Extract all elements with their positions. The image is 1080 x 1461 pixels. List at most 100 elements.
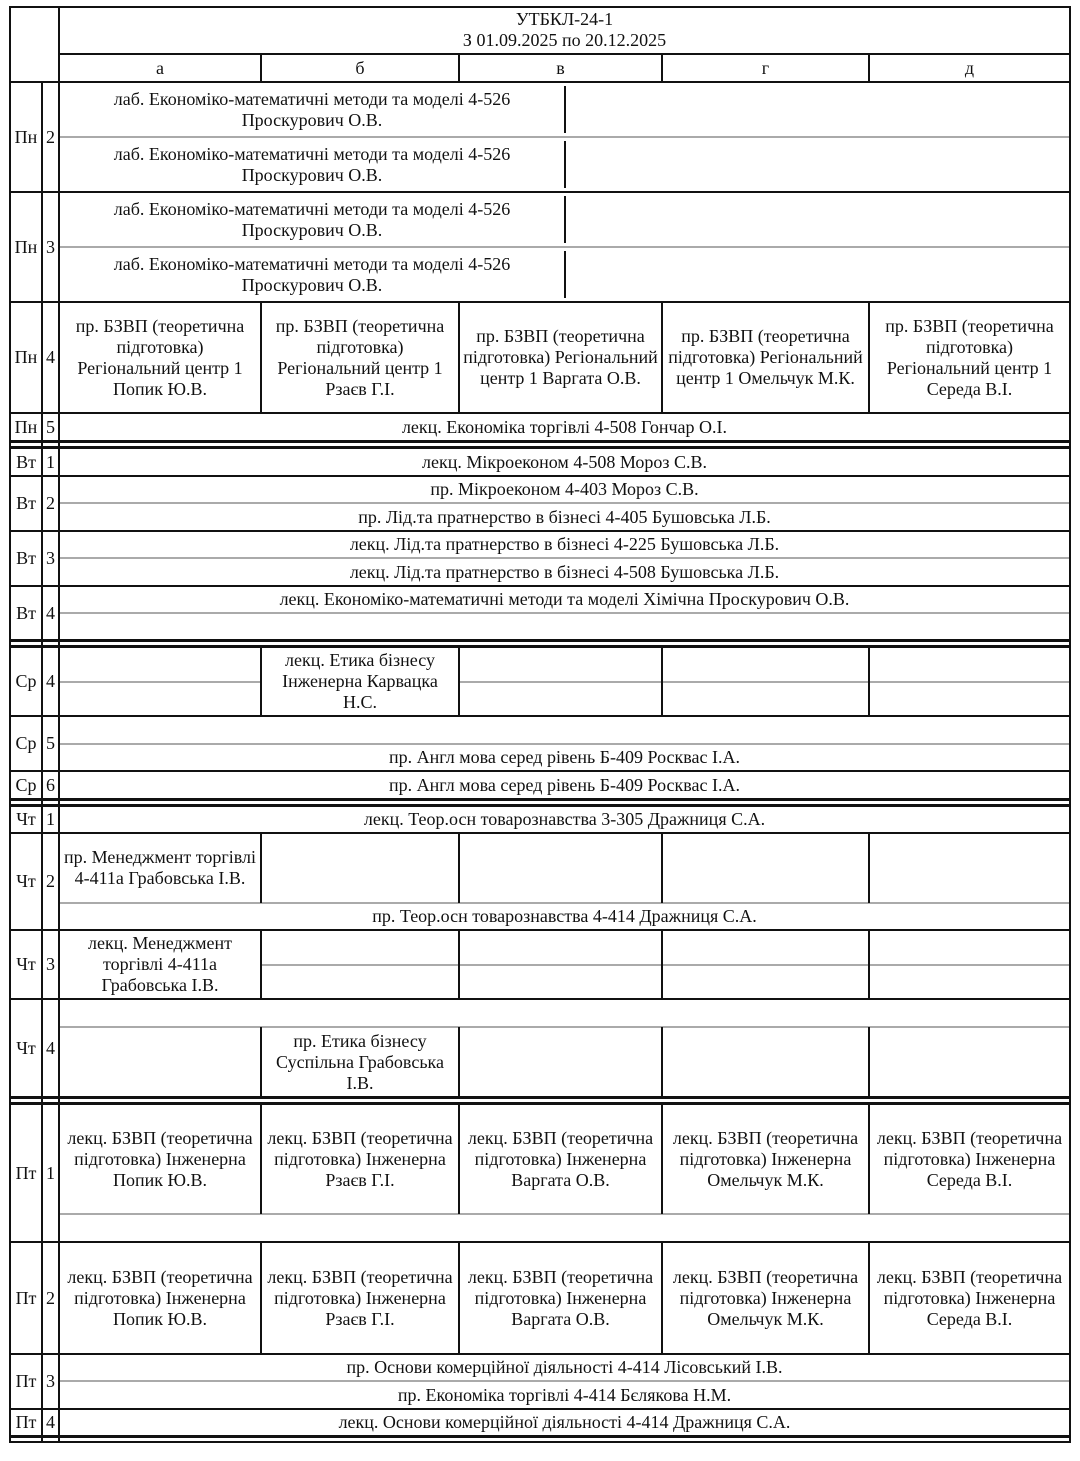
empty-slot <box>460 648 661 681</box>
empty-slot <box>460 683 661 715</box>
pair-number: 1 <box>42 806 59 833</box>
column-divider <box>661 682 663 716</box>
empty-slot <box>870 931 1069 964</box>
class-entry: пр. БЗВП (теоретична підготовка) Регіона… <box>60 303 260 412</box>
class-entry: пр. Економіка торгівлі 4-414 Бєлякова Н.… <box>60 1382 1069 1408</box>
column-divider <box>58 6 60 1443</box>
class-entry: лекц. БЗВП (теоретична підготовка) Інжен… <box>870 1243 1069 1353</box>
pair-number: 4 <box>42 302 59 413</box>
column-divider <box>564 141 566 188</box>
row-divider <box>10 804 1070 806</box>
empty-slot <box>663 966 868 998</box>
column-header-2: б <box>261 54 459 82</box>
pair-number: 3 <box>42 1354 59 1409</box>
column-divider <box>458 1027 460 1097</box>
column-header-3: в <box>459 54 662 82</box>
column-divider <box>564 251 566 298</box>
class-entry: пр. БЗВП (теоретична підготовка) Регіона… <box>663 303 868 412</box>
class-entry: лекц. БЗВП (теоретична підготовка) Інжен… <box>663 1243 868 1353</box>
column-divider <box>661 930 663 965</box>
column-divider <box>661 1104 663 1214</box>
group-name: УТБКЛ-24-1 <box>515 9 614 29</box>
column-divider <box>868 833 870 903</box>
day-label: Вт <box>10 586 42 640</box>
column-divider <box>661 833 663 903</box>
empty-slot <box>870 683 1069 715</box>
pair-number: 3 <box>42 531 59 586</box>
class-entry: лекц. Лід.та пратнерство в бізнесі 4-508… <box>60 559 1069 585</box>
column-divider <box>260 930 262 965</box>
class-entry: лаб. Економіко-математичні методи та мод… <box>60 138 564 191</box>
empty-slot <box>460 1028 661 1096</box>
row-divider <box>10 645 1070 647</box>
subrow-divider <box>59 743 1070 745</box>
column-divider <box>260 1242 262 1354</box>
row-divider <box>10 1097 1070 1099</box>
day-label: Пн <box>10 192 42 302</box>
empty-slot <box>663 834 868 902</box>
column-divider <box>1069 6 1071 1443</box>
empty-slot <box>262 834 458 902</box>
empty-slot <box>60 648 260 681</box>
class-entry: лекц. Економіко-математичні методи та мо… <box>60 587 1069 612</box>
day-label: Ср <box>10 771 42 799</box>
row-divider <box>10 770 1070 772</box>
class-entry: лекц. БЗВП (теоретична підготовка) Інжен… <box>460 1105 661 1213</box>
empty-slot <box>663 1028 868 1096</box>
column-divider <box>868 930 870 965</box>
row-divider <box>10 191 1070 193</box>
row-divider <box>10 301 1070 303</box>
column-divider <box>661 1242 663 1354</box>
day-label: Чт <box>10 930 42 999</box>
column-divider <box>564 196 566 243</box>
class-entry: лекц. БЗВП (теоретична підготовка) Інжен… <box>870 1105 1069 1213</box>
subrow-divider <box>59 964 1070 966</box>
class-entry: лекц. БЗВП (теоретична підготовка) Інжен… <box>262 1243 458 1353</box>
empty-slot <box>60 717 1069 743</box>
empty-slot <box>663 931 868 964</box>
pair-number: 1 <box>42 448 59 476</box>
column-divider <box>661 54 663 82</box>
pair-number: 5 <box>42 716 59 771</box>
column-divider <box>868 682 870 716</box>
class-entry: лекц. Етика бізнесу Інженерна Карвацка Н… <box>262 648 458 715</box>
row-divider <box>10 530 1070 532</box>
class-entry: лекц. Менеджмент торгівлі 4-411а Грабовс… <box>60 931 260 998</box>
class-entry: пр. Менеджмент торгівлі 4-411а Грабовськ… <box>60 834 260 902</box>
empty-slot <box>60 614 1069 639</box>
column-divider <box>661 647 663 682</box>
period: З 01.09.2025 по 20.12.2025 <box>462 30 667 50</box>
pair-number: 2 <box>42 833 59 930</box>
row-divider <box>10 441 1070 443</box>
column-divider <box>868 1242 870 1354</box>
day-label: Чт <box>10 999 42 1097</box>
row-divider <box>10 475 1070 477</box>
pair-number: 6 <box>42 771 59 799</box>
column-divider <box>260 965 262 999</box>
row-divider <box>10 1102 1070 1104</box>
column-header-5: д <box>869 54 1070 82</box>
row-divider <box>10 412 1070 414</box>
column-divider <box>260 302 262 413</box>
column-divider <box>868 965 870 999</box>
class-entry: пр. Теор.осн товарознавства 4-414 Дражни… <box>60 904 1069 929</box>
pair-number: 4 <box>42 586 59 640</box>
day-label: Пт <box>10 1409 42 1436</box>
row-divider <box>10 1408 1070 1410</box>
row-divider <box>10 447 1070 449</box>
pair-number: 1 <box>42 1104 59 1242</box>
day-label: Чт <box>10 806 42 833</box>
row-divider <box>10 1353 1070 1355</box>
pair-number: 2 <box>42 476 59 531</box>
row-divider <box>10 446 1070 448</box>
pair-number: 3 <box>42 192 59 302</box>
day-label: Пт <box>10 1104 42 1242</box>
subrow-divider <box>59 1026 1070 1028</box>
day-label: Вт <box>10 476 42 531</box>
class-entry: лекц. БЗВП (теоретична підготовка) Інжен… <box>262 1105 458 1213</box>
row-divider <box>59 81 1070 83</box>
column-header-1: а <box>59 54 261 82</box>
class-entry: пр. БЗВП (теоретична підготовка) Регіона… <box>460 303 661 412</box>
day-label: Вт <box>10 448 42 476</box>
day-label: Пт <box>10 1354 42 1409</box>
